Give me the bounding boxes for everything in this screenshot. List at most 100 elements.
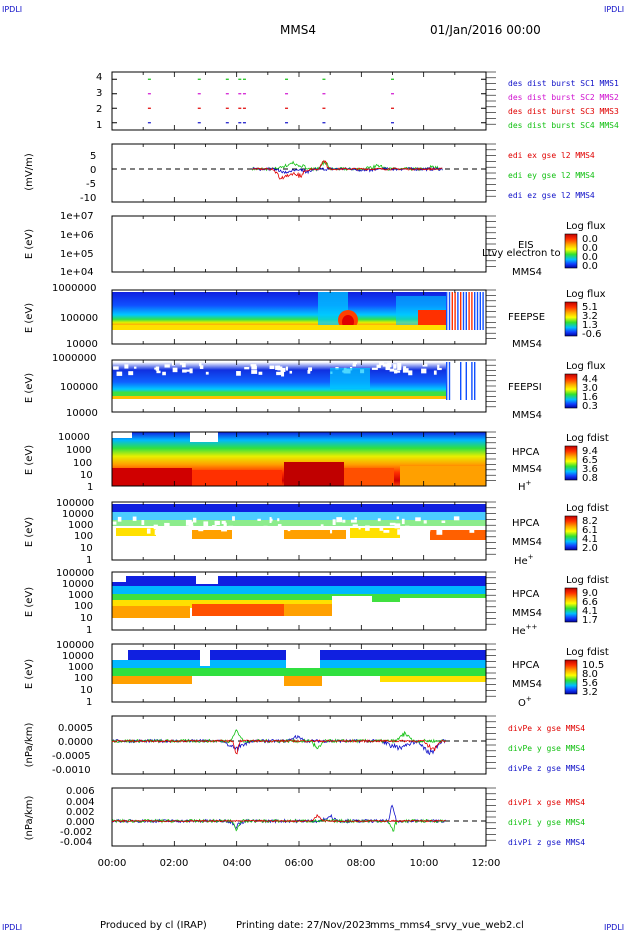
plasma-feature bbox=[200, 646, 210, 666]
plasma-feature bbox=[308, 368, 311, 373]
instrument-label: HPCA bbox=[512, 518, 540, 529]
plasma-feature bbox=[462, 362, 465, 400]
x-tick-label: 04:00 bbox=[223, 858, 252, 869]
plasma-feature bbox=[223, 522, 227, 528]
plasma-feature bbox=[251, 365, 257, 370]
plasma-feature bbox=[251, 370, 258, 374]
y-tick-label: 0 bbox=[90, 165, 96, 176]
plasma-feature bbox=[476, 292, 479, 330]
plasma-feature bbox=[448, 292, 451, 330]
plasma-feature bbox=[128, 371, 134, 376]
colorbar-tick-label: 0.0 bbox=[582, 252, 598, 263]
colorbar-title: Log flux bbox=[566, 361, 606, 372]
colorbar-tick-label: 1.3 bbox=[582, 320, 598, 331]
legend-edi-y: edi ey gse l2 MMS4 bbox=[508, 171, 595, 180]
panel-hpca-he2: 100000 10000 1000 100 10 1 E (eV) HPCA M… bbox=[24, 568, 542, 637]
y-tick-label: 1e+05 bbox=[60, 249, 94, 260]
plasma-feature bbox=[270, 518, 273, 522]
burst-marks bbox=[112, 78, 486, 124]
legend-burst-sc2: des dist burst SC2 MMS2 bbox=[508, 93, 619, 102]
plasma-feature bbox=[112, 396, 446, 399]
plasma-feature bbox=[389, 522, 396, 526]
plasma-feature bbox=[257, 518, 261, 521]
y-tick-label: 5 bbox=[90, 151, 96, 162]
y-tick-label: 10 bbox=[80, 470, 93, 481]
plasma-feature bbox=[462, 292, 465, 330]
panel-feepse: 1000000 100000 10000 E (eV) FEEPSE MMS4 bbox=[24, 283, 545, 350]
plasma-feature bbox=[437, 364, 440, 370]
instrument-label: HPCA bbox=[512, 660, 540, 671]
plasma-feature bbox=[377, 518, 381, 522]
colorbar-tick-label: 0.8 bbox=[582, 473, 598, 484]
plasma-feature bbox=[116, 528, 156, 536]
sc-label: MMS4 bbox=[512, 410, 542, 421]
plasma-feature bbox=[421, 368, 427, 374]
plasma-feature bbox=[112, 521, 117, 525]
plasma-feature bbox=[402, 368, 409, 373]
plasma-feature bbox=[479, 362, 481, 400]
plasma-feature bbox=[332, 519, 336, 525]
plasma-feature bbox=[113, 366, 119, 370]
plasma-feature bbox=[395, 370, 401, 373]
y-axis-label: E (eV) bbox=[24, 587, 35, 617]
plasma-feature bbox=[382, 363, 389, 367]
plasma-feature bbox=[469, 527, 475, 533]
plasma-feature bbox=[277, 524, 282, 527]
plasma-feature bbox=[408, 370, 413, 376]
colorbar-tick-label: -0.6 bbox=[582, 329, 602, 340]
legend-burst-sc1: des dist burst SC1 MMS1 bbox=[508, 79, 619, 88]
colorbar-tick-label: 4.4 bbox=[582, 374, 598, 385]
plasma-feature bbox=[116, 371, 123, 376]
plasma-feature bbox=[244, 366, 250, 370]
plasma-feature bbox=[430, 530, 486, 540]
colorbar-tick-label: 4.1 bbox=[582, 606, 598, 617]
plasma-feature bbox=[336, 517, 343, 523]
legend-divpi-y: divPi y gse MMS4 bbox=[508, 818, 585, 827]
plasma-feature bbox=[451, 292, 453, 330]
plasma-feature bbox=[156, 370, 161, 374]
plasma-feature bbox=[112, 520, 486, 526]
y-tick-label: 0.0005 bbox=[58, 723, 93, 734]
plasma-feature bbox=[454, 362, 456, 400]
plasma-feature bbox=[124, 364, 129, 369]
divpi-trace-z bbox=[111, 804, 446, 829]
plasma-feature bbox=[199, 365, 204, 369]
y-tick-label: 100000 bbox=[60, 313, 98, 324]
plasma-feature bbox=[401, 518, 405, 525]
y-axis-label: (nPa/km) bbox=[24, 723, 35, 768]
colorbar-title: Log fdist bbox=[566, 647, 609, 658]
legend-divpe-z: divPe z gse MMS4 bbox=[508, 764, 585, 773]
y-tick-label: 100000 bbox=[56, 498, 94, 509]
x-tick-label: 00:00 bbox=[98, 858, 127, 869]
plasma-feature bbox=[387, 362, 392, 368]
plasma-feature bbox=[471, 292, 473, 330]
spectrogram-features bbox=[112, 646, 486, 686]
plasma-feature bbox=[389, 368, 395, 372]
plasma-feature bbox=[320, 524, 324, 529]
plasma-feature bbox=[394, 523, 401, 529]
y-tick-label: 10000 bbox=[62, 509, 94, 520]
legend-edi-z: edi ez gse l2 MMS4 bbox=[508, 191, 595, 200]
plasma-feature bbox=[250, 364, 257, 367]
colorbar bbox=[564, 301, 578, 337]
plasma-feature bbox=[457, 362, 459, 400]
plasma-feature bbox=[276, 525, 280, 528]
plasma-feature bbox=[212, 525, 217, 530]
plasma-feature bbox=[269, 365, 275, 369]
spectrogram-features bbox=[112, 432, 486, 486]
colorbar-tick-label: 6.1 bbox=[582, 525, 598, 536]
colorbar bbox=[564, 373, 578, 409]
divpi-trace-x bbox=[111, 813, 446, 823]
plasma-feature bbox=[358, 526, 361, 530]
sc-label: MMS4 bbox=[512, 464, 542, 475]
plasma-feature bbox=[476, 362, 479, 400]
colorbar-tick-label: 1.7 bbox=[582, 615, 598, 626]
instrument-label: HPCA bbox=[512, 447, 540, 458]
spectrogram-features bbox=[112, 292, 484, 330]
y-tick-label: 10000 bbox=[66, 408, 98, 419]
plasma-feature bbox=[350, 519, 357, 523]
plasma-feature bbox=[228, 525, 234, 528]
plasma-feature bbox=[275, 365, 279, 370]
plasma-feature bbox=[365, 525, 370, 531]
